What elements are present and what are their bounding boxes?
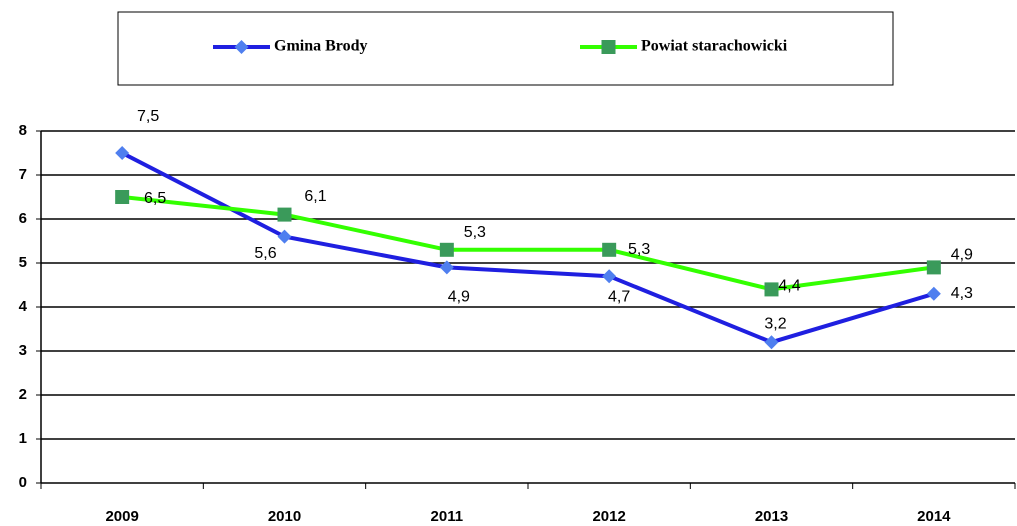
marker [439, 242, 454, 257]
marker [439, 260, 454, 275]
marker [277, 207, 292, 222]
marker [277, 229, 292, 244]
x-tick-label: 2011 [431, 508, 464, 525]
x-tick-label: 2012 [592, 508, 625, 525]
marker [926, 260, 941, 275]
y-tick-label: 2 [19, 386, 27, 403]
data-label: 4,9 [951, 247, 973, 264]
legend-marker [234, 40, 249, 54]
y-tick-label: 5 [19, 254, 27, 271]
y-tick-label: 3 [19, 342, 27, 359]
x-tick-label: 2013 [755, 508, 788, 525]
marker [764, 335, 779, 350]
x-tick-label: 2014 [917, 508, 951, 525]
data-label: 4,4 [778, 278, 800, 295]
y-tick-label: 7 [19, 166, 27, 183]
legend-marker [601, 40, 616, 54]
y-tick-label: 6 [19, 210, 27, 227]
y-tick-label: 8 [19, 122, 27, 139]
marker [115, 190, 130, 204]
x-tick-label: 2009 [105, 508, 138, 525]
x-tick-label: 2010 [268, 508, 301, 525]
data-label: 3,2 [764, 315, 786, 332]
data-label: 5,3 [464, 224, 486, 241]
data-label: 7,5 [137, 108, 159, 125]
data-label: 4,3 [951, 285, 973, 302]
marker [764, 282, 779, 297]
series-line [121, 151, 935, 345]
data-label: 4,7 [608, 288, 630, 305]
data-label: 6,1 [304, 188, 326, 205]
series-line [121, 195, 935, 292]
marker [926, 286, 941, 301]
y-tick-label: 4 [19, 298, 28, 315]
legend-label: Powiat starachowicki [641, 38, 788, 55]
y-tick-label: 1 [19, 430, 27, 447]
marker [115, 146, 130, 160]
data-label: 5,3 [628, 241, 650, 258]
data-label: 5,6 [254, 245, 276, 262]
data-label: 6,5 [144, 190, 166, 207]
marker [602, 242, 617, 257]
marker [602, 269, 617, 284]
data-label: 4,9 [448, 289, 470, 306]
y-tick-label: 0 [19, 474, 27, 491]
legend-label: Gmina Brody [274, 38, 368, 55]
